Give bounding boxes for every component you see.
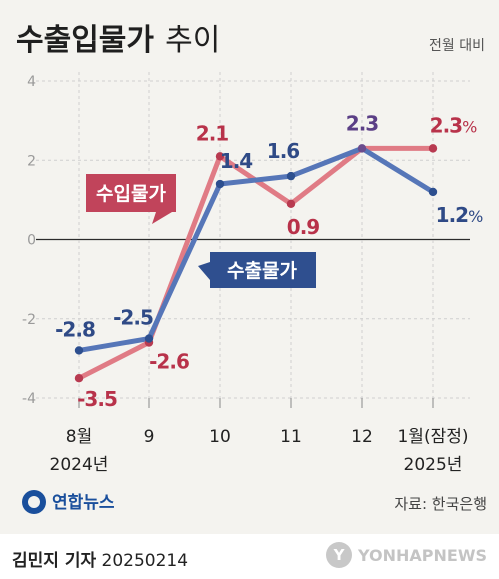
chart-title: 수출입물가 (16, 23, 154, 58)
x-tick-label-3: 11 (280, 427, 302, 447)
unit-label: 전월 대비 (429, 38, 485, 54)
chart-subtitle: 추이 (165, 23, 220, 58)
x-tick-label-5: 1월(잠정) (397, 427, 468, 447)
x-axis: 8월 9 10 11 12 1월(잠정) 2024년 2025년 (50, 427, 469, 475)
data-label-0-1: -2.5 (113, 306, 153, 330)
watermark-text: YONHAPNEWS (358, 545, 487, 565)
x-tick-label-0: 8월 (66, 427, 92, 447)
svg-text:수출입물가 추이: 수출입물가 추이 (16, 23, 220, 58)
yonhap-watermark-icon: Y (326, 542, 352, 568)
point-0-2 (215, 179, 225, 189)
point-1-3 (286, 199, 296, 209)
callout-export: 수출물가 (198, 252, 316, 288)
y-tick-label-4: -4 (22, 391, 36, 407)
callout-import: 수입물가 (86, 174, 176, 224)
data-label-1-2: 2.1 (196, 121, 229, 145)
point-1-0 (74, 373, 84, 383)
point-0-4 (357, 144, 367, 153)
byline: 김민지 기자 20250214 (12, 546, 188, 571)
y-tick-label-0: 4 (27, 74, 36, 90)
grid (36, 72, 470, 408)
percent-suffix-0: % (468, 207, 483, 226)
x-tick-label-4: 12 (351, 427, 373, 447)
data-label-0-0: -2.8 (55, 317, 95, 341)
data-label-1-3: 0.9 (287, 215, 320, 239)
infographic-card: 4 2 0 -2 -4 8월 9 10 11 12 1월(잠정) 2024년 2025년 -3.5 -2… (0, 0, 499, 534)
data-labels: -3.5 -2.6 2.1 0.9 2.3% -2.8 -2.5 1.4 1.6 2.3 1.2% (55, 111, 484, 411)
y-tick-label-1: 2 (27, 153, 36, 169)
x-year-label-0: 2024년 (50, 455, 109, 475)
callout-export-bubble (198, 252, 316, 288)
x-tick-label-1: 9 (144, 427, 155, 447)
byline-date: 20250214 (101, 551, 189, 571)
y-tick-label-2: 0 (27, 233, 36, 249)
point-1-2 (215, 152, 225, 161)
series-lines (76, 145, 436, 381)
y-axis: 4 2 0 -2 -4 (22, 74, 36, 407)
point-0-3 (286, 171, 296, 181)
data-label-0-4: 2.3 (346, 111, 379, 135)
point-1-5 (428, 144, 438, 153)
data-label-0-5: 1.2% (436, 203, 483, 227)
yonhap-logo-text: 연합뉴스 (52, 492, 115, 513)
source-label: 자료: 한국은행 (394, 495, 487, 513)
x-tick-label-2: 10 (209, 427, 231, 447)
series-points (74, 144, 438, 383)
point-0-5 (428, 187, 438, 197)
watermark: Y YONHAPNEWS (326, 542, 487, 568)
point-0-1 (144, 334, 154, 343)
data-label-0-3: 1.6 (267, 139, 300, 163)
percent-suffix-1: % (462, 117, 477, 136)
line-chart: 4 2 0 -2 -4 8월 9 10 11 12 1월(잠정) 2024년 2025년 -3.5 -2… (16, 23, 487, 514)
callout-import-bubble (86, 174, 176, 224)
data-label-1-1: -2.6 (149, 350, 189, 374)
byline-name: 김민지 기자 (12, 551, 97, 571)
y-tick-label-3: -2 (22, 312, 36, 328)
data-label-1-5: 2.3% (430, 113, 477, 137)
series-line-0 (76, 145, 436, 353)
callout-import-label: 수입물가 (96, 183, 166, 205)
data-label-1-0: -3.5 (77, 387, 117, 411)
data-label-0-2: 1.4 (220, 149, 253, 173)
yonhap-logo: 연합뉴스 (22, 490, 115, 514)
point-0-0 (74, 346, 84, 355)
x-year-label-1: 2025년 (404, 455, 463, 475)
callout-export-label: 수출물가 (227, 260, 297, 282)
footer: 김민지 기자 20250214 Y YONHAPNEWS (0, 534, 499, 579)
